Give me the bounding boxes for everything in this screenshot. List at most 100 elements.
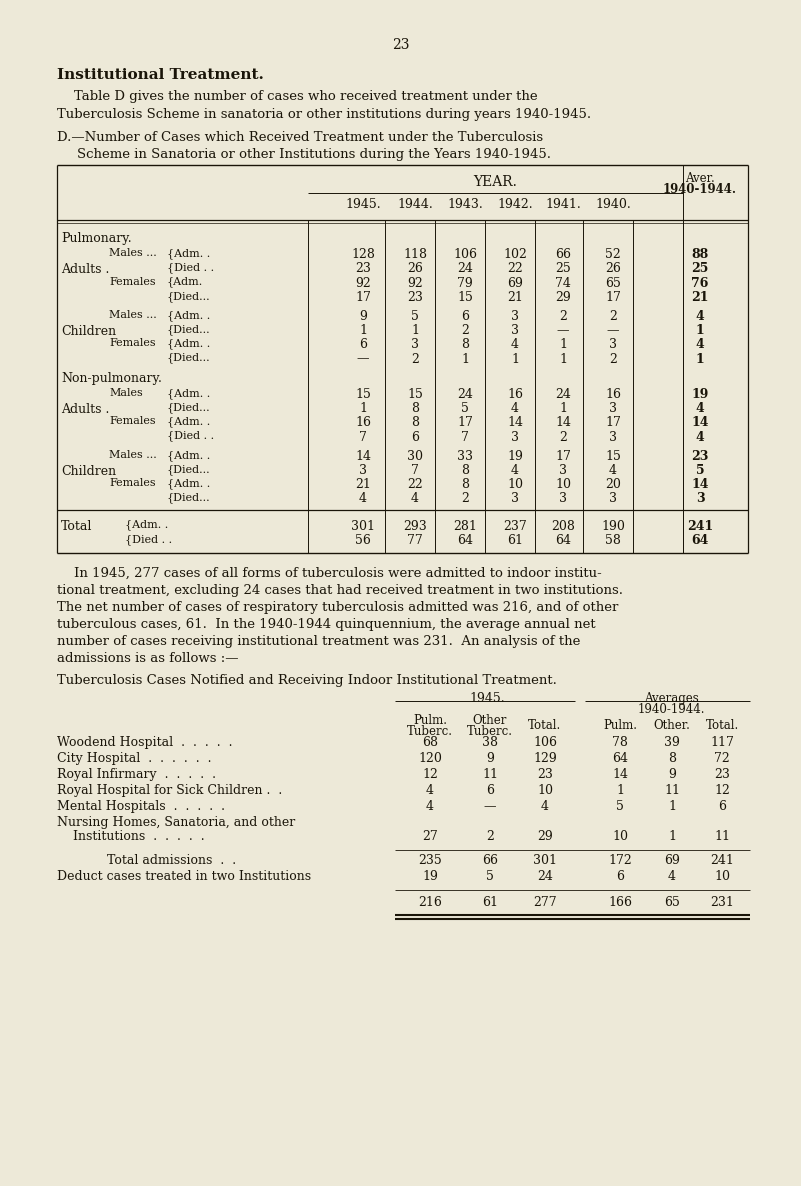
Text: 6: 6	[486, 784, 494, 797]
Text: Females: Females	[109, 478, 155, 489]
Text: 1: 1	[668, 801, 676, 812]
Text: Males: Males	[109, 388, 143, 398]
Text: 11: 11	[482, 769, 498, 782]
Text: 10: 10	[537, 784, 553, 797]
Text: 15: 15	[407, 388, 423, 401]
Text: —: —	[606, 324, 619, 337]
Text: 1943.: 1943.	[447, 198, 483, 211]
Text: 1: 1	[559, 338, 567, 351]
Text: 23: 23	[537, 769, 553, 782]
Text: 74: 74	[555, 276, 571, 289]
Text: 5: 5	[616, 801, 624, 812]
Text: 58: 58	[605, 534, 621, 547]
Text: 2: 2	[461, 324, 469, 337]
Text: {Died...: {Died...	[167, 464, 211, 474]
Text: 5: 5	[696, 464, 704, 477]
Text: 1945.: 1945.	[469, 691, 505, 704]
Text: 72: 72	[714, 752, 730, 765]
Text: City Hospital  .  .  .  .  .  .: City Hospital . . . . . .	[57, 752, 211, 765]
Text: 9: 9	[668, 769, 676, 782]
Text: 216: 216	[418, 895, 442, 908]
Text: 231: 231	[710, 895, 734, 908]
Text: 17: 17	[457, 416, 473, 429]
Text: 1: 1	[559, 352, 567, 365]
Text: 190: 190	[601, 519, 625, 533]
Text: 106: 106	[453, 248, 477, 261]
Text: Other: Other	[473, 714, 507, 727]
Text: 2: 2	[609, 310, 617, 323]
Text: Males ...: Males ...	[109, 310, 157, 320]
Text: 301: 301	[533, 854, 557, 867]
Text: 4: 4	[541, 801, 549, 812]
Text: 22: 22	[507, 262, 523, 275]
Text: 1: 1	[695, 352, 704, 365]
Text: In 1945, 277 cases of all forms of tuberculosis were admitted to indoor institu-: In 1945, 277 cases of all forms of tuber…	[57, 567, 602, 580]
Text: 1: 1	[359, 402, 367, 415]
Text: 29: 29	[555, 291, 571, 304]
Text: Averages: Averages	[644, 691, 698, 704]
Text: Mental Hospitals  .  .  .  .  .: Mental Hospitals . . . . .	[57, 801, 225, 812]
Text: 118: 118	[403, 248, 427, 261]
Text: 16: 16	[507, 388, 523, 401]
Text: 27: 27	[422, 830, 438, 843]
Text: Table D gives the number of cases who received treatment under the: Table D gives the number of cases who re…	[57, 90, 537, 103]
Text: 4: 4	[426, 801, 434, 812]
Text: Tuberculosis Cases Notified and Receiving Indoor Institutional Treatment.: Tuberculosis Cases Notified and Receivin…	[57, 674, 557, 687]
Text: {Died...: {Died...	[167, 324, 211, 334]
Text: 166: 166	[608, 895, 632, 908]
Text: 2: 2	[461, 492, 469, 505]
Text: 117: 117	[710, 737, 734, 750]
Text: 64: 64	[612, 752, 628, 765]
Text: Total.: Total.	[706, 719, 739, 732]
Text: Total.: Total.	[529, 719, 562, 732]
Text: 1942.: 1942.	[497, 198, 533, 211]
Text: 92: 92	[355, 276, 371, 289]
Text: 4: 4	[511, 338, 519, 351]
Text: 21: 21	[691, 291, 709, 304]
Text: Aver.: Aver.	[685, 172, 714, 185]
Text: 21: 21	[355, 478, 371, 491]
Text: 9: 9	[486, 752, 494, 765]
Text: 129: 129	[533, 752, 557, 765]
Text: Other.: Other.	[654, 719, 690, 732]
Text: 241: 241	[710, 854, 734, 867]
Text: Scheme in Sanatoria or other Institutions during the Years 1940-1945.: Scheme in Sanatoria or other Institution…	[77, 148, 551, 161]
Text: 235: 235	[418, 854, 442, 867]
Text: 15: 15	[355, 388, 371, 401]
Text: —: —	[557, 324, 570, 337]
Text: 6: 6	[616, 871, 624, 884]
Text: 301: 301	[351, 519, 375, 533]
Text: Males ...: Males ...	[109, 449, 157, 460]
Text: Females: Females	[109, 338, 155, 349]
Text: 24: 24	[457, 262, 473, 275]
Text: D.—Number of Cases which Received Treatment under the Tuberculosis: D.—Number of Cases which Received Treatm…	[57, 130, 543, 144]
Text: 3: 3	[609, 492, 617, 505]
Text: admissions is as follows :—: admissions is as follows :—	[57, 652, 239, 665]
Text: {Adm. .: {Adm. .	[167, 248, 210, 259]
Text: 5: 5	[461, 402, 469, 415]
Text: {Died...: {Died...	[167, 402, 211, 413]
Text: 19: 19	[422, 871, 438, 884]
Text: 1: 1	[559, 402, 567, 415]
Text: 1941.: 1941.	[545, 198, 581, 211]
Text: Tuberc.: Tuberc.	[407, 725, 453, 738]
Text: 61: 61	[482, 895, 498, 908]
Text: 128: 128	[351, 248, 375, 261]
Text: 6: 6	[359, 338, 367, 351]
Text: Total: Total	[61, 519, 92, 533]
Text: 16: 16	[605, 388, 621, 401]
Text: {Adm.: {Adm.	[167, 276, 203, 287]
Text: {Adm. .: {Adm. .	[167, 478, 210, 489]
Text: 25: 25	[691, 262, 709, 275]
Text: 1: 1	[359, 324, 367, 337]
Text: 12: 12	[714, 784, 730, 797]
Text: Adults .: Adults .	[61, 403, 110, 416]
Text: —: —	[356, 352, 369, 365]
Text: 25: 25	[555, 262, 571, 275]
Text: 24: 24	[457, 388, 473, 401]
Text: 10: 10	[507, 478, 523, 491]
Text: 16: 16	[355, 416, 371, 429]
Text: 172: 172	[608, 854, 632, 867]
Text: 56: 56	[355, 534, 371, 547]
Text: 1940-1944.: 1940-1944.	[638, 703, 705, 716]
